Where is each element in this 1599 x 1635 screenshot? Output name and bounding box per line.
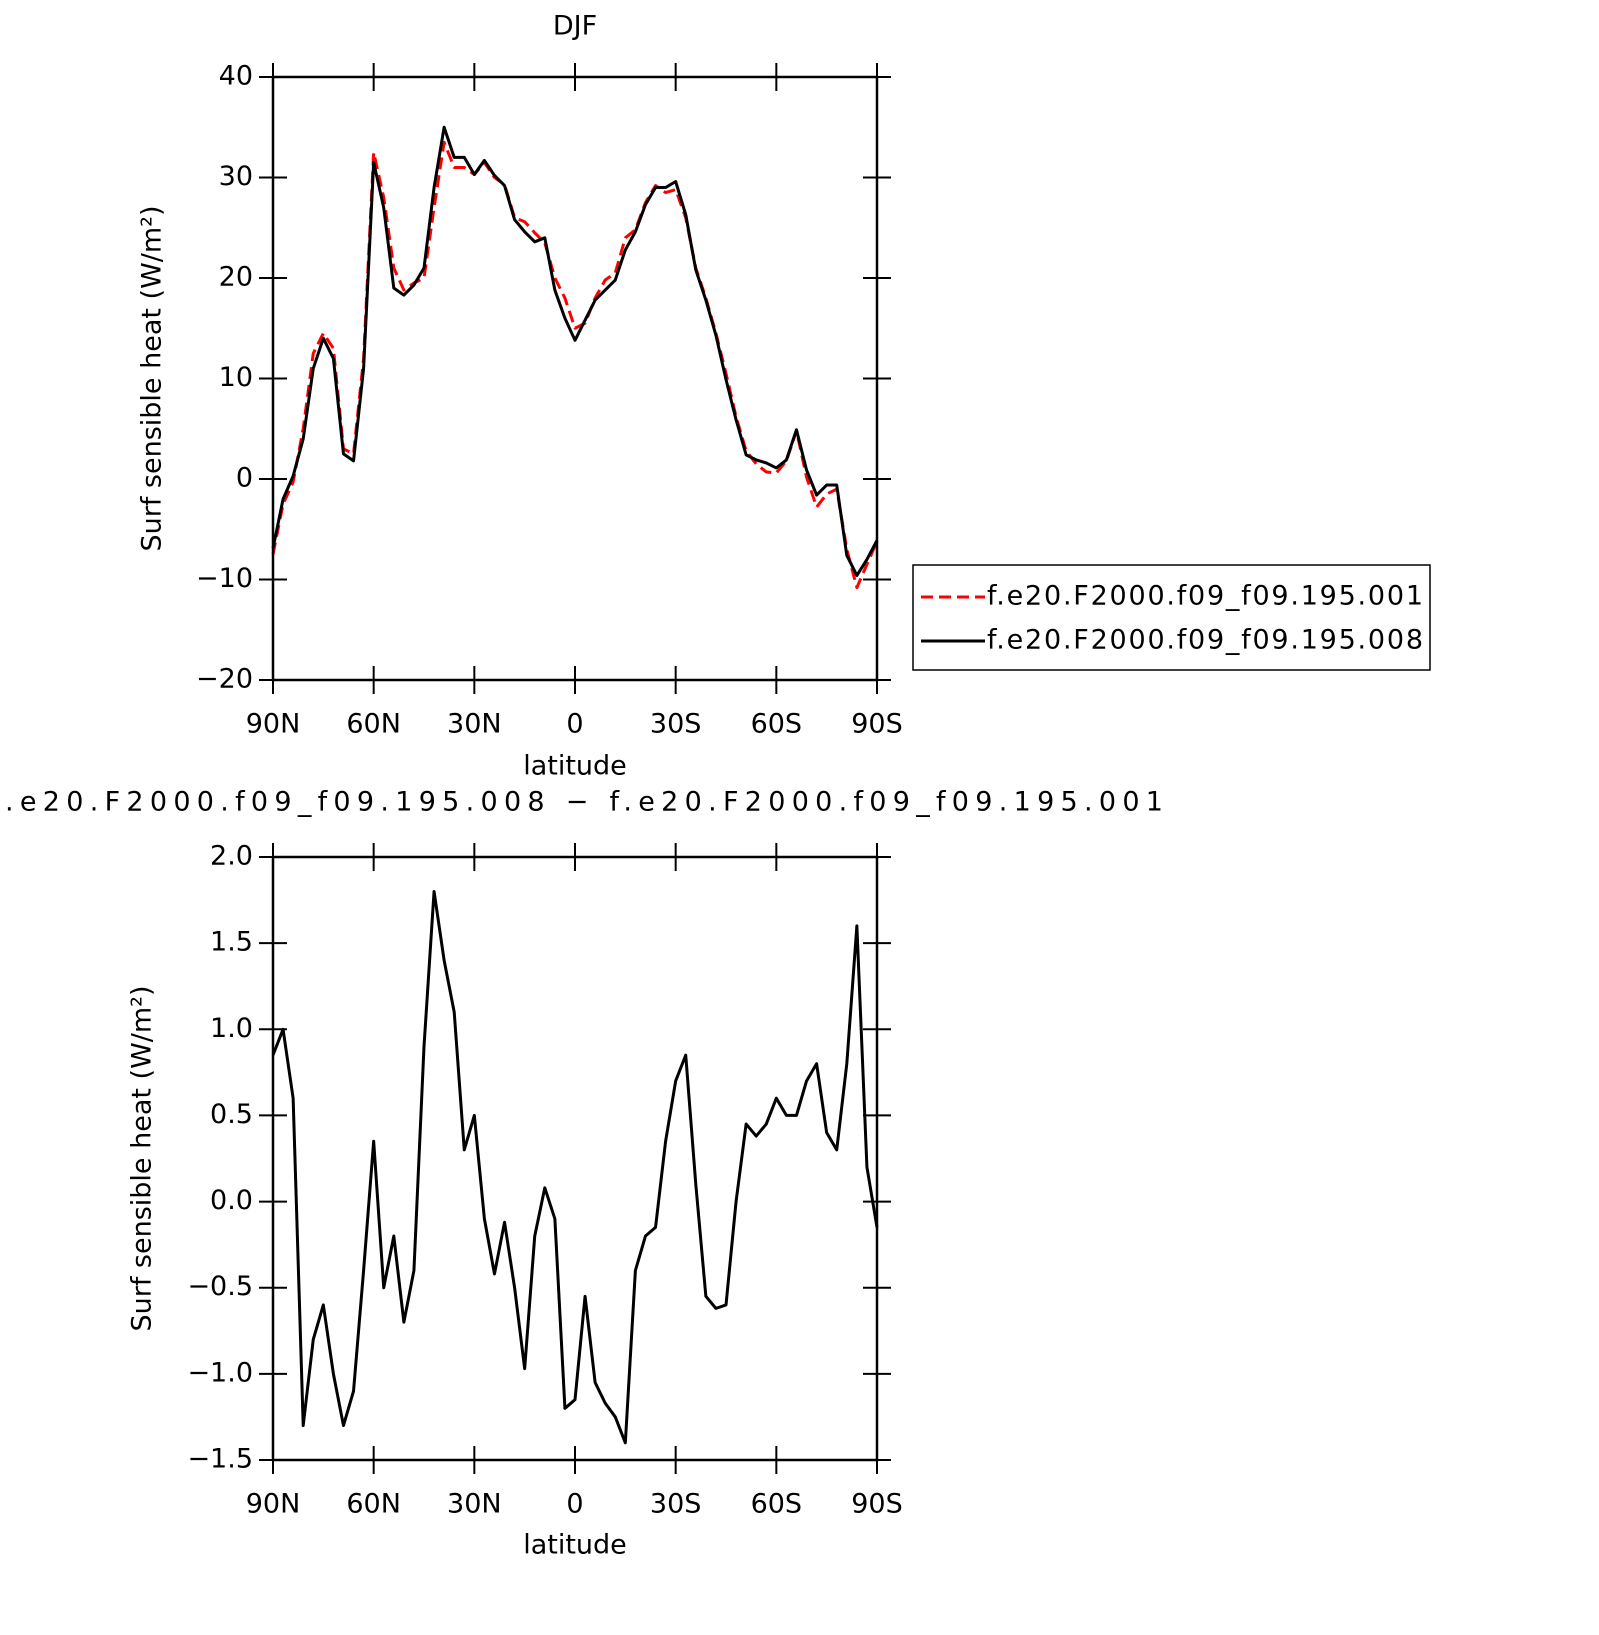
y-tick-label: 1.0 xyxy=(210,1013,253,1044)
chart-title: .e20.F2000.f09_f09.195.008 − f.e20.F2000… xyxy=(5,787,1163,818)
x-tick-label: 90S xyxy=(851,1489,903,1520)
x-tick-label: 60S xyxy=(751,709,803,740)
legend-label: f.e20.F2000.f09_f09.195.008 xyxy=(987,625,1423,656)
x-tick-label: 90N xyxy=(246,709,301,740)
y-tick-label: −1.0 xyxy=(187,1357,253,1388)
data-line xyxy=(271,889,879,1445)
y-tick-label: 0.5 xyxy=(210,1099,253,1130)
x-axis-label: latitude xyxy=(523,751,627,782)
plot-frame xyxy=(271,75,879,682)
data-line xyxy=(271,140,879,590)
x-tick-label: 0 xyxy=(566,1489,583,1520)
x-tick-label: 60N xyxy=(346,709,401,740)
y-tick-label: −20 xyxy=(196,664,253,695)
legend-box xyxy=(912,564,1431,671)
y-tick-label: −10 xyxy=(196,563,253,594)
data-line xyxy=(271,125,879,577)
y-tick-label: 20 xyxy=(219,262,253,293)
x-axis-label: latitude xyxy=(523,1530,627,1561)
x-tick-label: 0 xyxy=(566,709,583,740)
y-tick-label: 40 xyxy=(219,61,253,92)
x-tick-label: 90S xyxy=(851,709,903,740)
y-tick-label: −1.5 xyxy=(187,1444,253,1475)
y-tick-label: 1.5 xyxy=(210,927,253,958)
y-axis-label: Surf sensible heat (W/m²) xyxy=(137,205,168,551)
x-tick-label: 60S xyxy=(751,1489,803,1520)
chart-title: DJF xyxy=(553,11,597,42)
plot-frame xyxy=(271,855,879,1462)
y-tick-label: −0.5 xyxy=(187,1271,253,1302)
legend-label: f.e20.F2000.f09_f09.195.001 xyxy=(987,581,1423,612)
y-tick-label: 0.0 xyxy=(210,1185,253,1216)
x-tick-label: 30N xyxy=(447,709,502,740)
x-tick-label: 90N xyxy=(246,1489,301,1520)
x-tick-label: 30S xyxy=(650,1489,702,1520)
x-tick-label: 30S xyxy=(650,709,702,740)
y-tick-label: 0 xyxy=(236,463,253,494)
y-tick-label: 30 xyxy=(219,161,253,192)
x-tick-label: 60N xyxy=(346,1489,401,1520)
y-tick-label: 10 xyxy=(219,362,253,393)
y-axis-label: Surf sensible heat (W/m²) xyxy=(127,985,158,1331)
y-tick-label: 2.0 xyxy=(210,841,253,872)
x-tick-label: 30N xyxy=(447,1489,502,1520)
